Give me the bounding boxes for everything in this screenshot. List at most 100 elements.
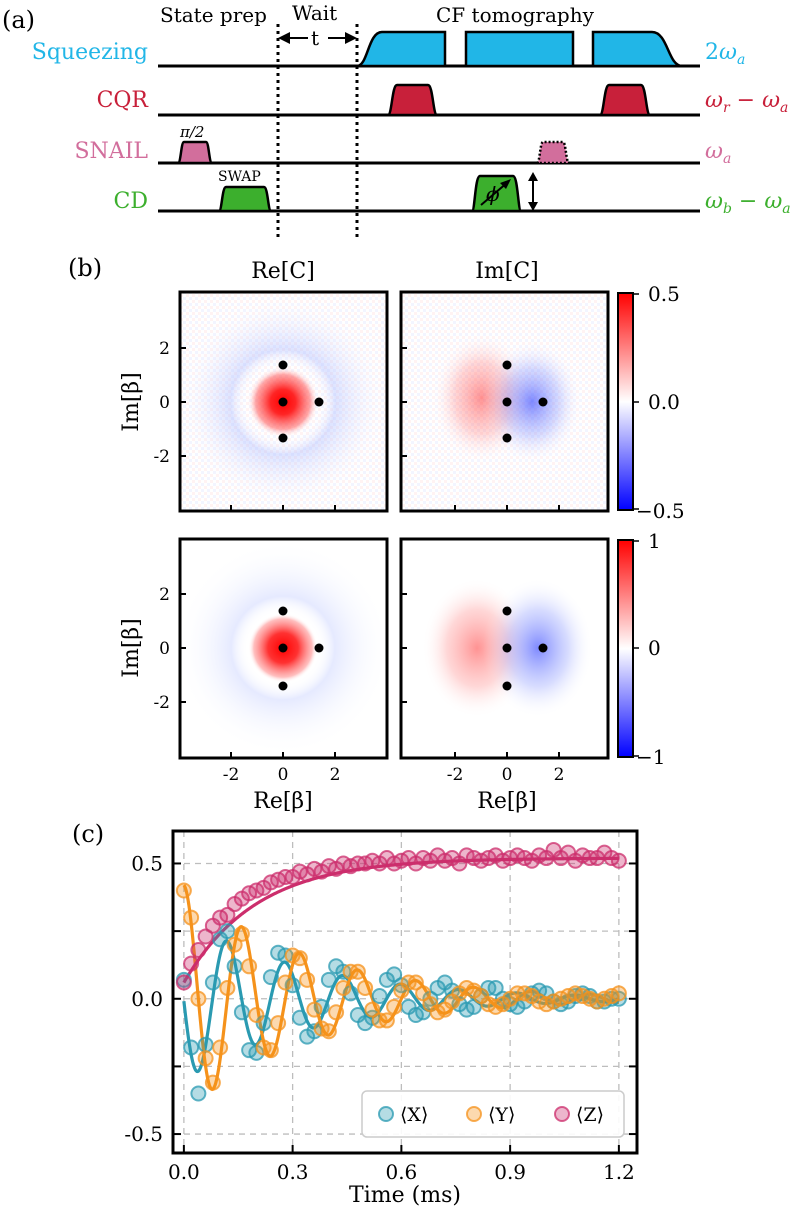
- legend-marker: [466, 1106, 482, 1122]
- data-point: [299, 971, 316, 988]
- wait-arrow: t: [278, 26, 357, 50]
- pulse-snail-pi-half: [176, 140, 214, 165]
- data-point: [415, 985, 432, 1002]
- legend-box: [361, 1090, 625, 1138]
- label-pi-half: π/2: [179, 123, 204, 141]
- data-point: [197, 928, 214, 945]
- header-wait: Wait: [292, 1, 337, 25]
- xlabel-left: Re[β]: [253, 789, 312, 814]
- data-point: [364, 1001, 381, 1018]
- data-point: [219, 979, 236, 996]
- data-point: [407, 974, 424, 991]
- data-point: [212, 1039, 229, 1056]
- label-swap: SWAP: [218, 169, 261, 185]
- data-point: [610, 852, 627, 869]
- plot-ticks: 0.0 0.3 0.6 0.9 1.20.50.0-0.5: [124, 851, 637, 1184]
- pulse-squeezing-1: [356, 30, 447, 68]
- pulse-cqr-2: [598, 83, 652, 117]
- data-point: [262, 969, 279, 986]
- data-point: [190, 990, 207, 1007]
- xtick-left-neg2: -2: [223, 765, 240, 785]
- ylabel-bottom: Im[β]: [119, 618, 144, 677]
- data-point: [306, 1001, 323, 1018]
- data-point: [219, 923, 236, 940]
- xtick-right-neg2: -2: [447, 765, 464, 785]
- data-point: [270, 1015, 287, 1032]
- data-point: [487, 979, 504, 996]
- pulse-squeezing-3: [591, 30, 683, 68]
- pulse-squeezing-2: [464, 30, 575, 68]
- heatmap-re-experiment: [178, 290, 389, 513]
- data-point: [349, 963, 366, 980]
- xlabel-right: Re[β]: [477, 789, 536, 814]
- y-tick-label: 0.0: [131, 987, 163, 1011]
- data-point: [183, 909, 200, 926]
- col-title-im: Im[C]: [475, 259, 539, 284]
- data-point: [371, 988, 388, 1005]
- y-tick-label: 0.5: [131, 851, 163, 875]
- freq-label-snail: ωa: [705, 139, 731, 167]
- x-tick-label: 0.0: [168, 1160, 200, 1184]
- channel-label-cqr: CQR: [97, 88, 150, 113]
- col-title-re: Re[C]: [251, 259, 315, 284]
- colorbar-bottom-max: 1: [648, 529, 661, 553]
- legend: ⟨X⟩ ⟨Y⟩ ⟨Z⟩: [361, 1090, 625, 1138]
- data-point: [233, 925, 250, 942]
- ytick-top-neg2: -2: [153, 447, 170, 467]
- pulse-snail-dotted: [535, 140, 571, 165]
- data-point: [204, 1074, 221, 1091]
- ytick-bot-0: 0: [159, 639, 170, 659]
- data-point: [386, 998, 403, 1015]
- data-point: [204, 974, 221, 991]
- label-phi: ϕ: [486, 182, 500, 206]
- data-point: [233, 1004, 250, 1021]
- wait-symbol: t: [311, 26, 319, 50]
- channel-label-snail: SNAIL: [74, 139, 148, 164]
- data-point: [328, 1004, 345, 1021]
- x-axis-label: Time (ms): [349, 1183, 461, 1208]
- data-point: [226, 958, 243, 975]
- data-point: [197, 1050, 214, 1067]
- x-tick-label: 1.2: [603, 1160, 635, 1184]
- panel-label-a: (a): [2, 6, 35, 34]
- legend-marker: [378, 1106, 394, 1122]
- colorbar-top-max: 0.5: [648, 282, 680, 306]
- freq-label-cqr: ωr − ωa: [705, 88, 788, 116]
- y-tick-label: -0.5: [124, 1122, 163, 1146]
- legend-marker: [554, 1106, 570, 1122]
- heatmap-ytick-labels: 2 0 -2 2 0 -2: [153, 339, 170, 713]
- x-tick-label: 0.6: [385, 1160, 417, 1184]
- x-tick-label: 0.3: [277, 1160, 309, 1184]
- data-point: [226, 936, 243, 953]
- xtick-left-2: 2: [330, 765, 341, 785]
- data-point: [378, 1012, 395, 1029]
- legend-label: ⟨Z⟩: [576, 1104, 604, 1126]
- legend-label: ⟨Y⟩: [488, 1104, 515, 1126]
- data-point: [610, 985, 627, 1002]
- trace-plot: 0.0 0.3 0.6 0.9 1.20.50.0-0.5 ⟨X⟩ ⟨Y⟩ ⟨Z⟩ Time…: [124, 829, 639, 1208]
- data-point: [291, 1009, 308, 1026]
- data-point: [335, 979, 352, 996]
- data-point: [219, 906, 236, 923]
- heatmap-ticks: [180, 347, 560, 758]
- ytick-bot-neg2: -2: [153, 693, 170, 713]
- freq-label-cd: ωb − ωa: [705, 189, 791, 217]
- data-point: [320, 971, 337, 988]
- data-point: [241, 958, 258, 975]
- data-points: [175, 841, 627, 1102]
- colorbar-top-mid: 0.0: [648, 390, 680, 414]
- data-point: [320, 1023, 337, 1040]
- data-point: [190, 942, 207, 959]
- data-point: [190, 1085, 207, 1102]
- data-point: [183, 1039, 200, 1056]
- data-point: [386, 966, 403, 983]
- freq-label-squeezing: 2ωa: [705, 40, 745, 68]
- header-state-prep: State prep: [160, 3, 267, 27]
- plot-frame: [171, 829, 639, 1155]
- colorbar-bottom-mid: 0: [648, 636, 661, 660]
- panel-label-c: (c): [72, 820, 104, 848]
- ytick-top-2: 2: [159, 339, 170, 359]
- xtick-right-0: 0: [502, 765, 513, 785]
- colorbar-bottom-min: −1: [636, 745, 665, 769]
